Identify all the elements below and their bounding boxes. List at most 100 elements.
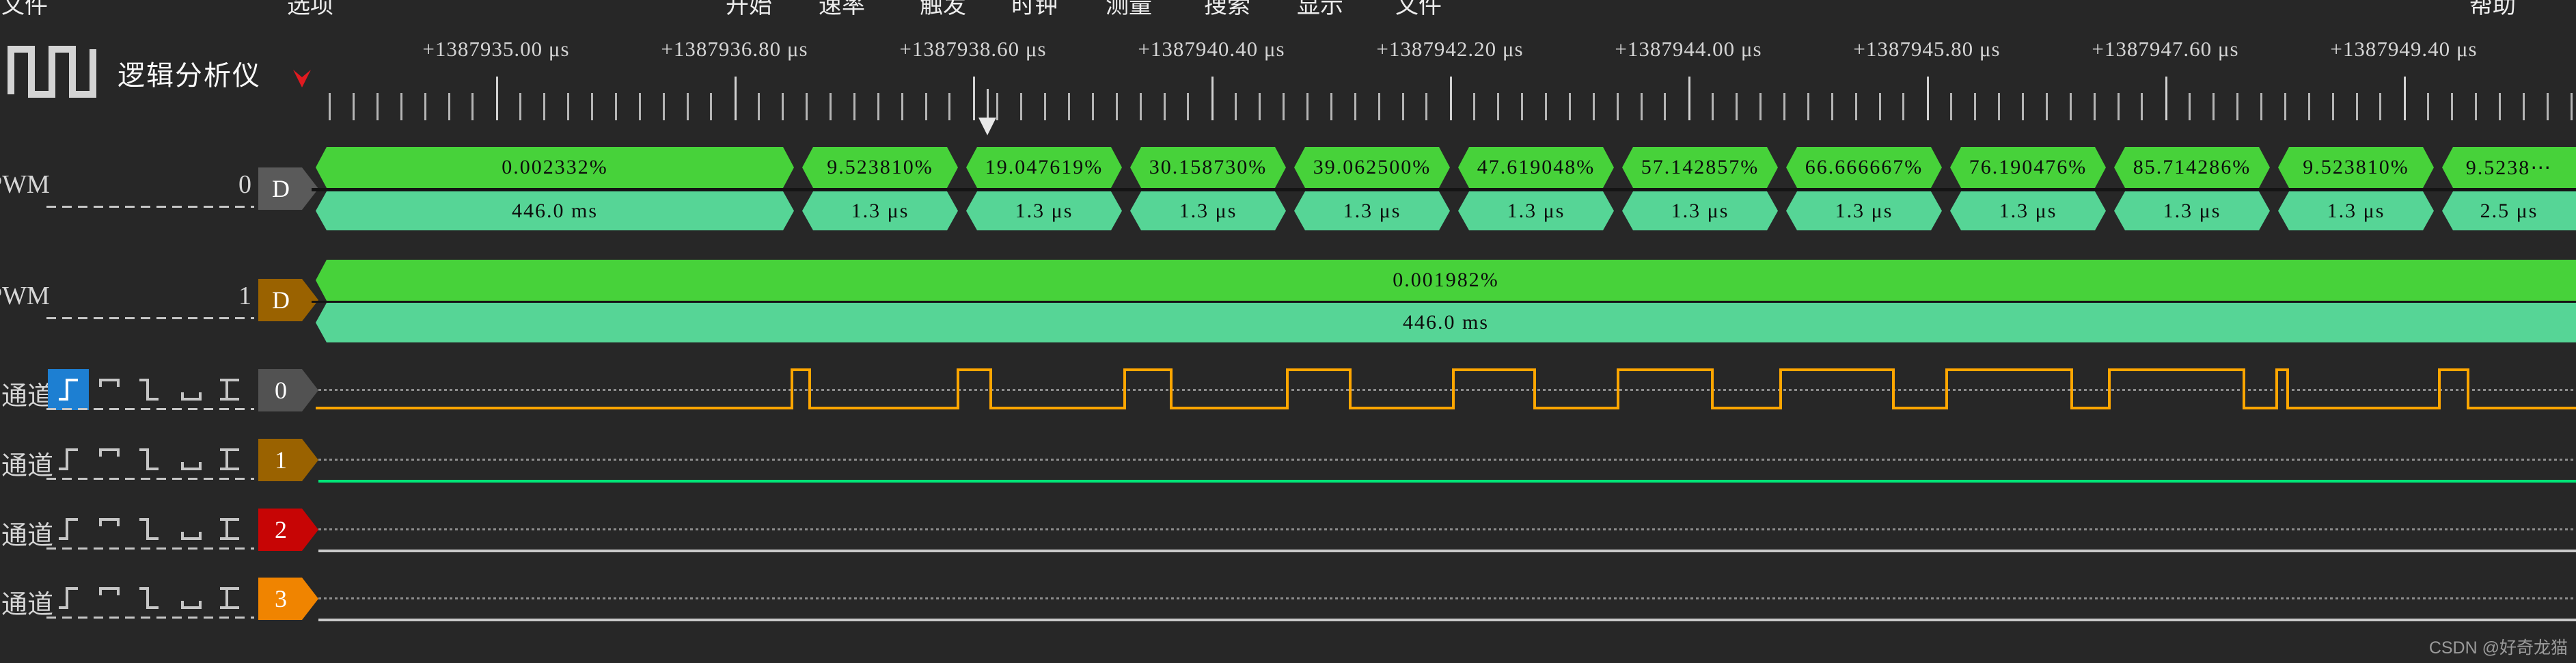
menu-item-9[interactable]: 文件 — [1395, 0, 1442, 18]
ruler-minor-tick — [329, 93, 331, 120]
ruler-minor-tick — [1044, 93, 1046, 120]
channel-2-tag[interactable]: 2 — [258, 509, 318, 551]
trigger-rising-edge-icon[interactable] — [53, 582, 83, 614]
menu-item-help[interactable]: 帮助 — [2469, 0, 2516, 18]
channel-3-baseline — [318, 597, 2576, 599]
trigger-marker-arrow-icon[interactable] — [978, 118, 996, 135]
ruler-minor-tick — [352, 93, 355, 120]
ruler-timestamp-0: +1387935.00 μs — [422, 37, 570, 61]
red-position-marker-icon[interactable] — [292, 70, 312, 88]
ruler-minor-tick — [948, 93, 951, 120]
channel-1-baseline — [318, 459, 2576, 461]
app-title: 逻辑分析仪 — [118, 60, 261, 91]
trigger-high-edge-icon[interactable] — [94, 582, 124, 614]
ruler-timestamp-4: +1387942.20 μs — [1376, 37, 1524, 61]
ruler-minor-tick — [686, 93, 689, 120]
trigger-both-edge-icon[interactable] — [215, 373, 245, 406]
ruler-minor-tick — [1664, 93, 1667, 120]
ruler-minor-tick — [1950, 93, 1953, 120]
pwm1-decoder-tag[interactable]: D — [258, 279, 318, 321]
pwm0-duty-block-1: 9.523810% — [802, 147, 958, 188]
channel-3-signal-line — [318, 619, 2576, 621]
ruler-minor-tick — [2498, 93, 2501, 120]
ruler-minor-tick — [2284, 93, 2286, 120]
pwm0-period-block-1: 1.3 μs — [802, 191, 958, 230]
ruler-minor-tick — [877, 93, 879, 120]
ruler-minor-tick — [853, 93, 855, 120]
trigger-marker-stem[interactable] — [987, 89, 989, 120]
trigger-both-edge-icon[interactable] — [215, 443, 245, 476]
ruler-minor-tick — [1330, 93, 1332, 120]
ruler-minor-tick — [1902, 93, 1905, 120]
ruler-timestamp-5: +1387944.00 μs — [1615, 37, 1762, 61]
ruler-minor-tick — [2427, 93, 2430, 120]
ruler-major-tick — [1688, 77, 1690, 120]
menu-item-0[interactable]: 文件 — [1, 0, 48, 18]
trigger-falling-edge-icon[interactable] — [134, 582, 164, 614]
trigger-falling-edge-icon[interactable] — [134, 373, 164, 406]
pwm0-duty-block-4: 39.062500% — [1294, 147, 1450, 188]
menu-item-3[interactable]: 速率 — [819, 0, 865, 18]
ruler-minor-tick — [1736, 93, 1738, 120]
ruler-minor-tick — [1401, 93, 1404, 120]
ruler-minor-tick — [2045, 93, 2048, 120]
pwm1-row-separator — [312, 301, 2576, 303]
menu-item-4[interactable]: 触发 — [920, 0, 966, 18]
ruler-minor-tick — [376, 93, 379, 120]
ruler-minor-tick — [424, 93, 426, 120]
ruler-minor-tick — [1425, 93, 1428, 120]
ruler-minor-tick — [1759, 93, 1762, 120]
ruler-minor-tick — [1139, 93, 1142, 120]
trigger-high-edge-icon[interactable] — [94, 373, 124, 406]
ruler-major-tick — [1450, 77, 1452, 120]
pwm0-duty-block-7: 66.666667% — [1786, 147, 1942, 188]
trigger-high-edge-icon[interactable] — [94, 443, 124, 476]
trigger-low-edge-icon[interactable] — [176, 582, 206, 614]
menu-item-8[interactable]: 显示 — [1297, 0, 1343, 18]
ruler-timestamp-6: +1387945.80 μs — [1853, 37, 2001, 61]
ruler-minor-tick — [1616, 93, 1619, 120]
ruler-minor-tick — [638, 93, 641, 120]
trigger-rising-edge-icon[interactable] — [53, 443, 83, 476]
ruler-minor-tick — [1878, 93, 1881, 120]
ruler-minor-tick — [1163, 93, 1166, 120]
ruler-minor-tick — [614, 93, 617, 120]
pwm0-period-block-9: 1.3 μs — [2114, 191, 2270, 230]
trigger-low-edge-icon[interactable] — [176, 373, 206, 406]
channel-1-label: 通道 — [1, 452, 54, 481]
ruler-minor-tick — [2212, 93, 2215, 120]
channel-3-tag[interactable]: 3 — [258, 578, 318, 620]
trigger-both-edge-icon[interactable] — [215, 582, 245, 614]
trigger-low-edge-icon[interactable] — [176, 513, 206, 545]
ruler-minor-tick — [2093, 93, 2096, 120]
ruler-major-tick — [2404, 77, 2406, 120]
pwm1-index: 1 — [238, 282, 251, 310]
trigger-rising-edge-icon[interactable] — [53, 373, 83, 406]
trigger-falling-edge-icon[interactable] — [134, 513, 164, 545]
ruler-minor-tick — [1998, 93, 2000, 120]
ruler-minor-tick — [1306, 93, 1308, 120]
ruler-minor-tick — [400, 93, 402, 120]
menu-item-6[interactable]: 测量 — [1106, 0, 1152, 18]
ruler-minor-tick — [2331, 93, 2334, 120]
trigger-both-edge-icon[interactable] — [215, 513, 245, 545]
menu-item-7[interactable]: 搜索 — [1204, 0, 1250, 18]
trigger-high-edge-icon[interactable] — [94, 513, 124, 545]
trigger-rising-edge-icon[interactable] — [53, 513, 83, 545]
menu-item-1[interactable]: 选项 — [287, 0, 333, 18]
menu-item-2[interactable]: 开始 — [726, 0, 772, 18]
trigger-low-edge-icon[interactable] — [176, 443, 206, 476]
pwm0-duty-block-5: 47.619048% — [1458, 147, 1614, 188]
ruler-minor-tick — [1473, 93, 1476, 120]
ruler-minor-tick — [2522, 93, 2525, 120]
pwm0-duty-block-9: 85.714286% — [2114, 147, 2270, 188]
ruler-minor-tick — [1259, 93, 1261, 120]
channel-1-tag[interactable]: 1 — [258, 439, 318, 481]
ruler-minor-tick — [1354, 93, 1356, 120]
menu-item-5[interactable]: 时钟 — [1011, 0, 1058, 18]
ruler-major-tick — [735, 77, 737, 120]
channel-0-label: 通道 — [1, 382, 54, 411]
trigger-falling-edge-icon[interactable] — [134, 443, 164, 476]
pwm0-decoder-tag[interactable]: D — [258, 167, 318, 210]
ruler-minor-tick — [1854, 93, 1857, 120]
